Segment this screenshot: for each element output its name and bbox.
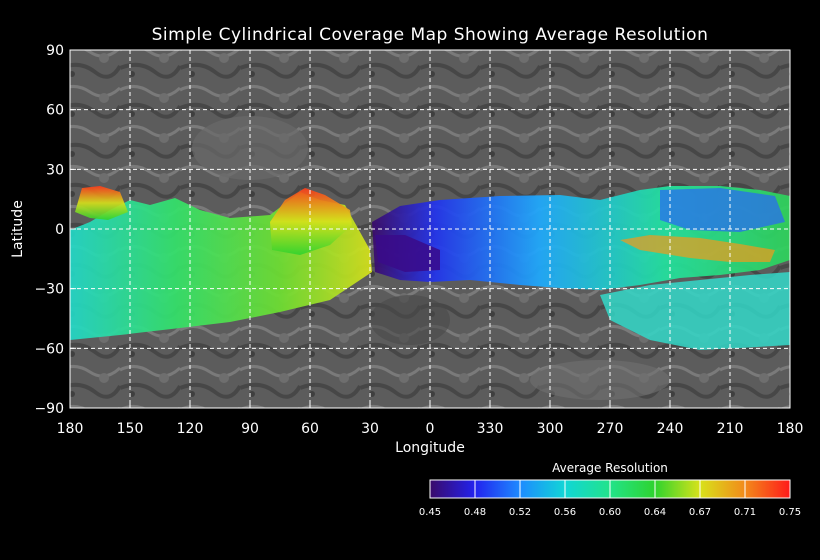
x-tick-label: 180 <box>57 421 84 437</box>
colorbar-title: Average Resolution <box>552 461 668 475</box>
y-tick-label: −90 <box>34 401 64 417</box>
coverage-blue-right <box>660 188 785 232</box>
x-tick-label: 300 <box>537 421 564 437</box>
coverage-purple-mid <box>375 235 440 272</box>
x-tick-label: 180 <box>777 421 804 437</box>
x-tick-label: 210 <box>717 421 744 437</box>
y-axis-label: Latitude <box>10 200 26 258</box>
x-tick-label: 150 <box>117 421 144 437</box>
y-tick-label: −60 <box>34 341 64 357</box>
y-tick-label: 90 <box>46 43 64 59</box>
coverage-warm-mid <box>270 188 352 255</box>
colorbar-tick-label: 0.64 <box>644 507 666 518</box>
y-tick-label: 0 <box>55 222 64 238</box>
x-tick-label: 30 <box>361 421 379 437</box>
colorbar-tick-label: 0.56 <box>554 507 576 518</box>
x-tick-label: 90 <box>241 421 259 437</box>
y-axis-ticks: 90 60 30 0 −30 −60 −90 <box>34 43 76 417</box>
y-tick-label: 60 <box>46 103 64 119</box>
crater-feature <box>530 360 670 400</box>
colorbar-tick-label: 0.67 <box>689 507 711 518</box>
x-tick-label: 0 <box>426 421 435 437</box>
crater-feature <box>370 295 450 345</box>
x-axis-ticks: 180 150 120 90 60 30 0 330 300 270 240 210 180 <box>57 402 804 437</box>
x-tick-label: 270 <box>597 421 624 437</box>
chart-title: Simple Cylindrical Coverage Map Showing … <box>152 25 709 45</box>
colorbar-tick-label: 0.45 <box>419 507 441 518</box>
colorbar-ticks: 0.45 0.48 0.52 0.56 0.60 0.64 0.67 0.71 0.75 <box>419 480 801 518</box>
colorbar: Average Resolution 0.45 0.48 0.52 0.56 0.60 0… <box>419 461 801 518</box>
x-axis-label: Longitude <box>395 440 465 456</box>
grid-lines <box>70 50 790 408</box>
colorbar-tick-label: 0.48 <box>464 507 486 518</box>
x-tick-label: 120 <box>177 421 204 437</box>
y-tick-label: −30 <box>34 282 64 298</box>
colorbar-tick-label: 0.71 <box>734 507 756 518</box>
coverage-region-lower-right <box>600 272 790 350</box>
colorbar-tick-label: 0.52 <box>509 507 531 518</box>
colorbar-tick-label: 0.75 <box>779 507 801 518</box>
x-tick-label: 240 <box>657 421 684 437</box>
x-tick-label: 60 <box>301 421 319 437</box>
coverage-warm-left <box>75 186 128 220</box>
x-tick-label: 330 <box>477 421 504 437</box>
coverage-warm-right <box>620 235 775 262</box>
colorbar-tick-label: 0.60 <box>599 507 621 518</box>
y-tick-label: 30 <box>46 162 64 178</box>
